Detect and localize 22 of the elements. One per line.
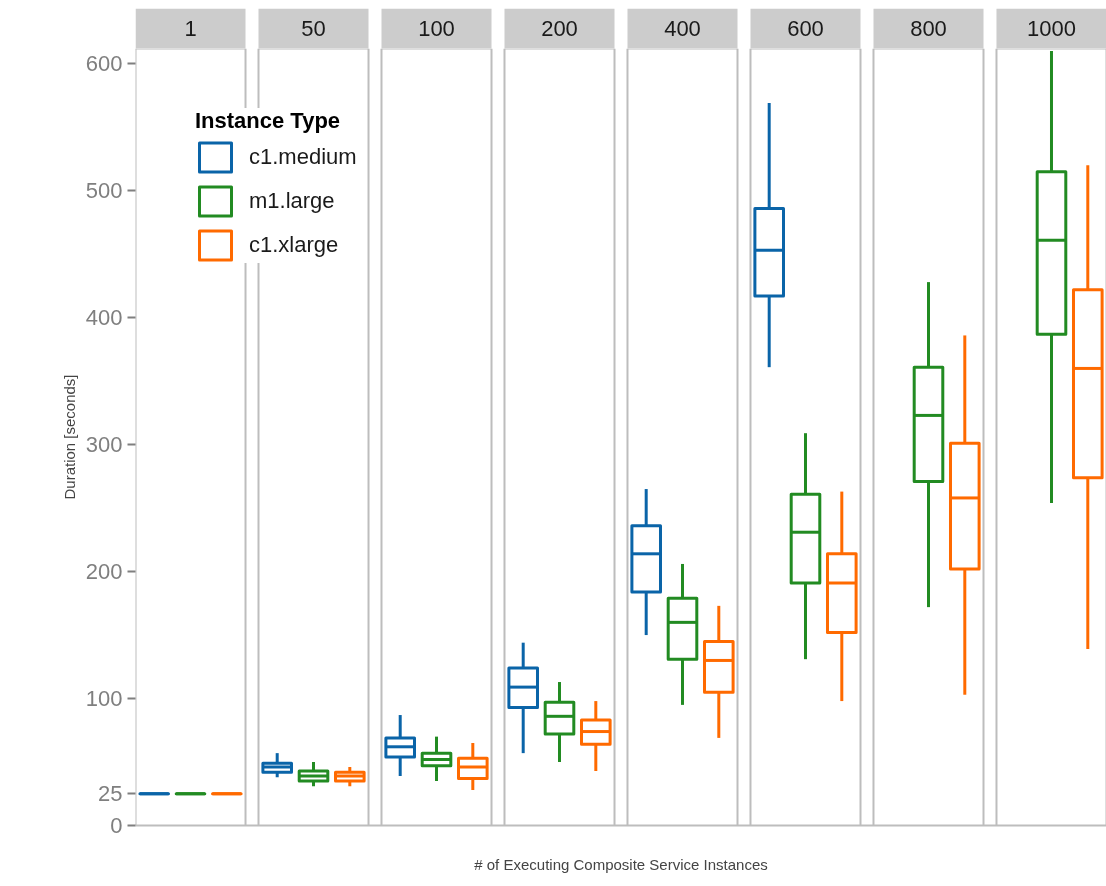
legend-title: Instance Type bbox=[195, 108, 342, 134]
legend-label: m1.large bbox=[249, 188, 335, 214]
y-tick-label: 300 bbox=[85, 432, 123, 458]
y-tick-label: 100 bbox=[85, 686, 123, 712]
legend-label: c1.xlarge bbox=[249, 232, 339, 258]
y-axis-title: Duration [seconds] bbox=[60, 374, 78, 500]
y-tick-label: 500 bbox=[85, 178, 123, 204]
x-tick-label: 1 bbox=[184, 16, 197, 41]
x-tick-label: 50 bbox=[301, 16, 326, 41]
x-tick-label: 400 bbox=[664, 16, 701, 41]
y-tick-label: 400 bbox=[85, 305, 123, 331]
legend-label: c1.medium bbox=[249, 144, 357, 170]
y-tick-label: 600 bbox=[85, 51, 123, 77]
x-tick-label: 100 bbox=[418, 16, 455, 41]
x-tick-label: 600 bbox=[787, 16, 824, 41]
y-tick-label: 0 bbox=[110, 813, 123, 838]
x-tick-label: 200 bbox=[541, 16, 578, 41]
y-tick-label: 25 bbox=[98, 781, 123, 807]
x-tick-label: 1000 bbox=[1027, 16, 1076, 41]
x-axis-title: # of Executing Composite Service Instances bbox=[474, 855, 768, 873]
y-tick-label: 200 bbox=[85, 559, 123, 585]
x-tick-label: 800 bbox=[910, 16, 947, 41]
